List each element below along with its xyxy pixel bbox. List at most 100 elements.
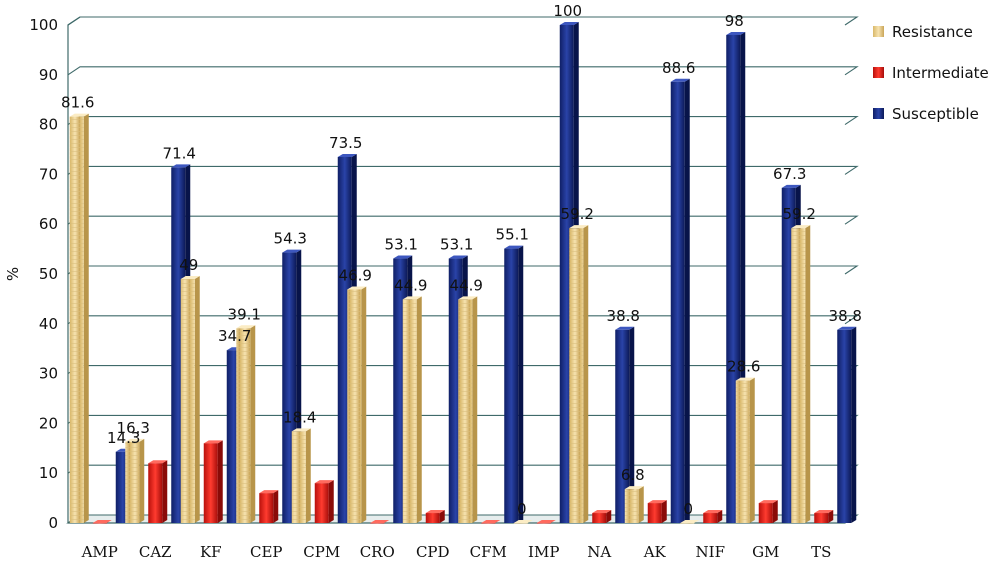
x-tick-label: TS: [811, 543, 831, 561]
bar-front: [347, 289, 362, 523]
bar-front: [148, 463, 163, 523]
bar-top: [504, 245, 524, 249]
data-label: 81.6: [61, 94, 94, 112]
bar-side: [629, 326, 635, 523]
legend-label: Resistance: [892, 23, 973, 41]
data-label: 49: [179, 256, 198, 274]
bar: [125, 438, 145, 523]
bar-front: [291, 431, 306, 523]
bar-top: [314, 480, 334, 484]
bar-front: [402, 299, 417, 523]
bar-front: [670, 81, 685, 523]
bar-front: [180, 278, 195, 523]
data-label: 38.8: [607, 307, 640, 325]
bar-front: [236, 328, 251, 523]
bar-top: [513, 520, 533, 523]
bar: [314, 480, 334, 523]
bar-front: [814, 513, 829, 523]
bar-front: [125, 441, 140, 523]
bar-top: [703, 510, 723, 514]
bar-top: [425, 510, 445, 514]
bar: [481, 520, 501, 524]
legend: Resistance Intermediate Susceptible: [873, 23, 989, 123]
bar-top: [592, 510, 612, 514]
data-label: 46.9: [339, 266, 372, 284]
data-label: 55.1: [496, 226, 529, 244]
bar-side: [439, 510, 445, 523]
bar-side: [805, 225, 811, 523]
data-label: 71.4: [163, 144, 196, 162]
bar-top: [814, 510, 834, 514]
bar-top: [615, 326, 635, 330]
x-tick-label: AK: [643, 543, 667, 561]
bar: [703, 510, 723, 523]
bar-front: [425, 513, 440, 523]
bar: [592, 510, 612, 523]
data-label: 98: [725, 12, 744, 30]
legend-swatch: [873, 26, 884, 37]
bar-top: [536, 520, 556, 523]
x-tick-label: AMP: [81, 543, 118, 561]
bar: [92, 520, 112, 524]
bar: [291, 428, 311, 523]
bar-top: [92, 520, 112, 523]
bar-top: [647, 500, 667, 504]
gridline: [67, 66, 859, 76]
data-label: 53.1: [440, 236, 473, 254]
bar-top: [670, 78, 690, 82]
bar: [735, 377, 755, 523]
x-tick-label: CPM: [303, 543, 340, 561]
bar-side: [638, 486, 644, 523]
x-tick-label: CRO: [360, 543, 395, 561]
data-label: 34.7: [218, 327, 251, 345]
x-tick-label: CAZ: [139, 543, 172, 561]
bar-top: [180, 275, 200, 279]
data-label: 16.3: [117, 419, 150, 437]
y-tick-label: 60: [39, 215, 58, 233]
bar-side: [217, 440, 223, 523]
data-label: 53.1: [385, 236, 418, 254]
bar-top: [171, 164, 191, 168]
legend-item: Susceptible: [873, 105, 979, 123]
data-label: 39.1: [228, 305, 261, 323]
bar-front: [735, 380, 750, 523]
bar: [402, 296, 422, 523]
bar-side: [416, 296, 422, 523]
bar: [814, 510, 834, 523]
y-tick-label: 80: [39, 116, 58, 134]
bar-top: [69, 113, 89, 117]
bar-front: [615, 329, 630, 523]
data-label: 18.4: [283, 408, 316, 426]
bar-side: [772, 500, 778, 523]
bar: [180, 275, 200, 523]
bars: [69, 22, 857, 524]
bar-top: [337, 153, 357, 157]
bar-front: [680, 523, 695, 524]
bar-top: [259, 490, 279, 494]
x-tick-label: KF: [200, 543, 222, 561]
y-tick-label: 50: [39, 265, 58, 283]
bar-front: [370, 523, 385, 524]
data-label: 6.8: [621, 466, 645, 484]
bar: [259, 490, 279, 523]
bar: [504, 245, 524, 524]
bar: [670, 78, 690, 523]
bar-top: [680, 520, 700, 523]
bar: [569, 225, 589, 523]
bar-side: [139, 438, 145, 523]
data-label: 44.9: [394, 276, 427, 294]
bar-side: [749, 377, 755, 523]
bar-top: [481, 520, 501, 523]
legend-swatch: [873, 67, 884, 78]
bar-top: [735, 377, 755, 381]
data-label: 59.2: [561, 205, 594, 223]
bar-top: [791, 225, 811, 229]
bar-top: [569, 225, 589, 229]
bar-side: [717, 510, 723, 523]
y-tick-label: 90: [39, 66, 58, 84]
bar-side: [661, 500, 667, 523]
bar: [370, 520, 390, 524]
bar: [425, 510, 445, 523]
bar-top: [726, 31, 746, 35]
